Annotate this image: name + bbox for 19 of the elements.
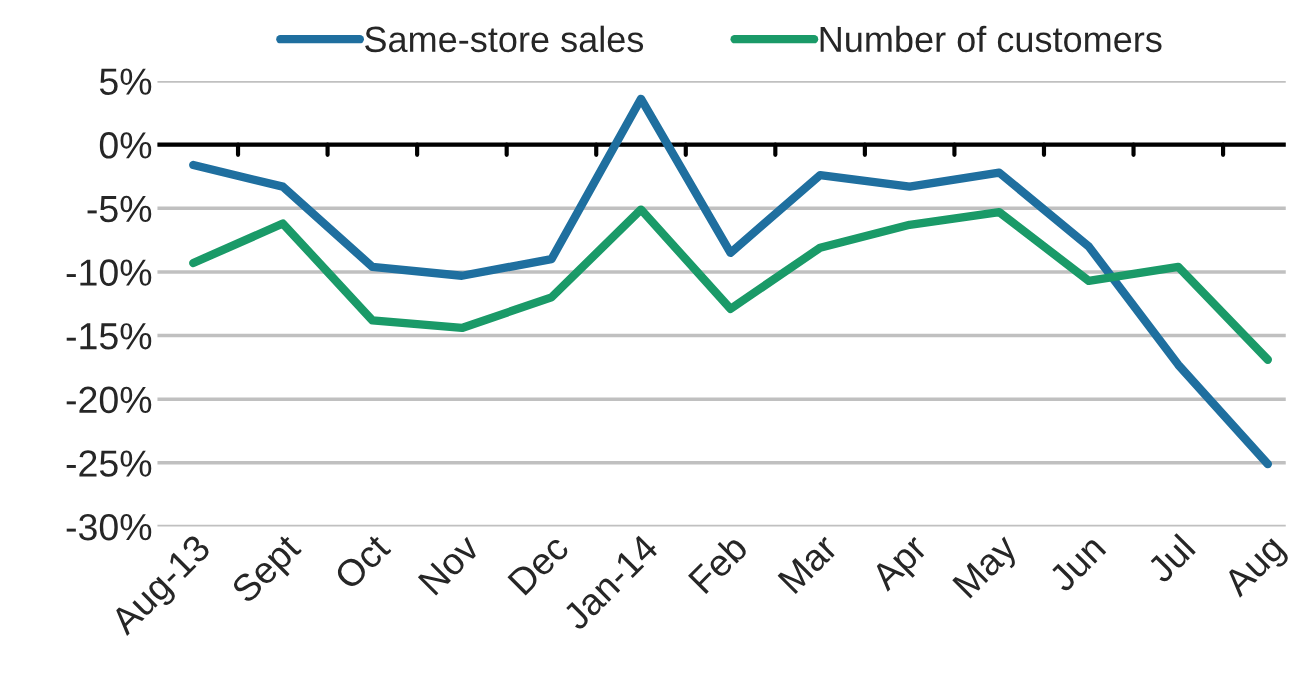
x-tick-label: Feb bbox=[687, 532, 749, 595]
y-tick-label: -15% bbox=[66, 323, 152, 350]
y-tick-label: 0% bbox=[99, 132, 152, 159]
legend-label: Number of customers bbox=[820, 25, 1162, 53]
x-tick-label: Jul bbox=[1144, 533, 1197, 585]
y-tick-label: -10% bbox=[66, 259, 152, 286]
x-tick-label: Aug bbox=[1221, 534, 1291, 604]
x-tick-label: Apr bbox=[869, 532, 934, 598]
y-tick-label: -5% bbox=[87, 195, 152, 223]
x-tick-label: Dec bbox=[507, 533, 571, 596]
x-tick-label: Jun bbox=[1047, 534, 1107, 594]
x-tick-label: Oct bbox=[333, 532, 392, 591]
y-tick-label: 5% bbox=[99, 68, 152, 95]
y-tick-label: -25% bbox=[66, 450, 152, 477]
y-tick-label: -20% bbox=[66, 386, 152, 414]
x-tick-label: May bbox=[952, 532, 1024, 604]
legend-label: Same-store sales bbox=[365, 25, 644, 53]
x-tick-label: Mar bbox=[777, 532, 840, 595]
x-tick-label: Nov bbox=[417, 532, 482, 596]
